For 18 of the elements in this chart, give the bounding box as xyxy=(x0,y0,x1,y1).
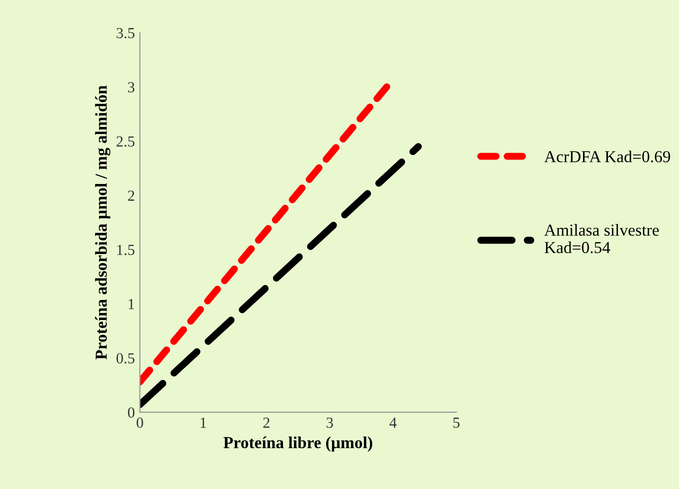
y-tick-label: 3.5 xyxy=(116,28,134,38)
x-tick-label: 0 xyxy=(136,418,144,428)
legend-label: AcrDFA Kad=0.69 xyxy=(544,150,670,162)
x-tick-label: 2 xyxy=(263,418,270,428)
y-tick-label: 1.5 xyxy=(117,244,134,256)
legend-label: Amilasa silvestre Kad=0.54 xyxy=(544,224,659,254)
y-axis-title: Proteína adsorbida µmol / mg almidón xyxy=(95,85,110,360)
y-tick-label: 3 xyxy=(128,82,134,92)
y-tick-label: 0.5 xyxy=(116,353,134,364)
y-tick-label: 2.5 xyxy=(116,136,134,147)
x-axis-title: Proteína libre (µmol) xyxy=(224,436,372,452)
y-tick-label: 0 xyxy=(128,407,134,418)
x-tick-label: 1 xyxy=(200,418,206,428)
x-tick-label: 4 xyxy=(389,418,397,428)
x-tick-label: 5 xyxy=(453,418,460,428)
y-tick-label: 1 xyxy=(128,299,134,310)
x-tick-label: 3 xyxy=(326,418,333,428)
y-tick-label: 2 xyxy=(128,190,134,201)
